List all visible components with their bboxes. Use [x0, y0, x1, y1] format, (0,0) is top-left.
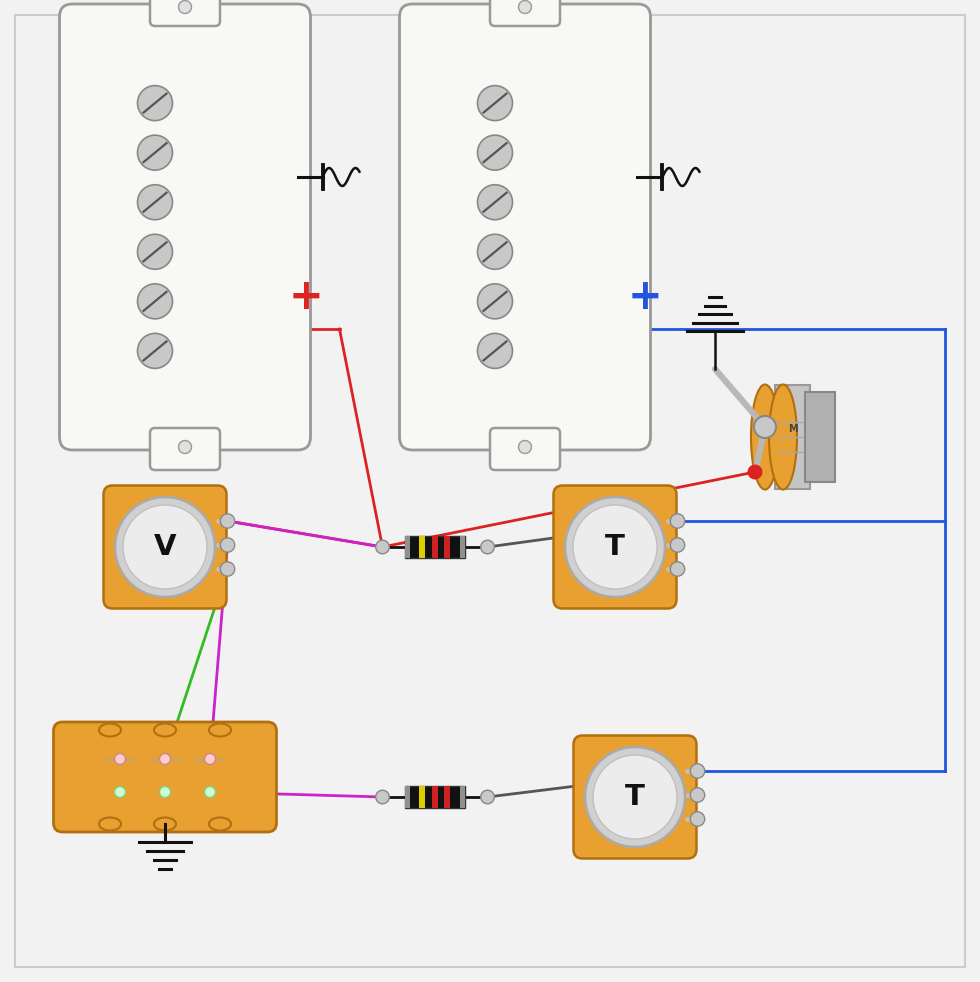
Circle shape: [123, 505, 207, 589]
Bar: [432, 536, 438, 558]
Circle shape: [137, 85, 172, 121]
Circle shape: [205, 753, 216, 765]
Circle shape: [115, 787, 125, 797]
Ellipse shape: [99, 817, 121, 831]
Circle shape: [220, 538, 234, 552]
Circle shape: [477, 136, 513, 170]
Circle shape: [518, 1, 531, 14]
Ellipse shape: [209, 817, 231, 831]
Circle shape: [690, 812, 705, 826]
Circle shape: [477, 235, 513, 269]
Bar: [432, 786, 438, 808]
Circle shape: [670, 514, 685, 528]
Circle shape: [477, 284, 513, 319]
Circle shape: [137, 284, 172, 319]
Circle shape: [481, 540, 494, 554]
Circle shape: [481, 791, 494, 804]
Ellipse shape: [751, 385, 779, 489]
Bar: [405, 536, 411, 558]
FancyBboxPatch shape: [104, 485, 226, 609]
FancyBboxPatch shape: [60, 4, 311, 450]
FancyBboxPatch shape: [490, 428, 560, 470]
Circle shape: [160, 753, 171, 765]
Bar: [418, 786, 424, 808]
Bar: [805, 392, 835, 482]
Circle shape: [748, 464, 762, 479]
Circle shape: [573, 505, 657, 589]
Ellipse shape: [769, 385, 797, 489]
Circle shape: [585, 747, 685, 847]
Circle shape: [205, 787, 216, 797]
Circle shape: [670, 562, 685, 576]
Circle shape: [115, 497, 215, 597]
Circle shape: [220, 562, 234, 576]
Circle shape: [178, 1, 191, 14]
Ellipse shape: [154, 724, 176, 736]
Text: +: +: [288, 276, 322, 318]
Bar: [460, 536, 465, 558]
FancyBboxPatch shape: [554, 485, 676, 609]
Ellipse shape: [209, 724, 231, 736]
Circle shape: [375, 791, 389, 804]
Ellipse shape: [99, 724, 121, 736]
Text: T: T: [605, 533, 625, 561]
Bar: [444, 786, 450, 808]
Bar: [405, 786, 465, 808]
Circle shape: [137, 334, 172, 368]
Text: M: M: [788, 424, 798, 434]
Circle shape: [754, 416, 776, 438]
Bar: [405, 786, 411, 808]
Circle shape: [477, 334, 513, 368]
FancyBboxPatch shape: [490, 0, 560, 26]
FancyBboxPatch shape: [400, 4, 651, 450]
Circle shape: [565, 497, 665, 597]
FancyBboxPatch shape: [54, 722, 276, 832]
Circle shape: [375, 540, 389, 554]
Bar: [775, 385, 810, 489]
Text: +: +: [628, 276, 662, 318]
Circle shape: [477, 85, 513, 121]
Circle shape: [670, 538, 685, 552]
Circle shape: [220, 514, 234, 528]
Bar: [405, 536, 465, 558]
FancyBboxPatch shape: [573, 736, 697, 858]
Circle shape: [518, 441, 531, 454]
Circle shape: [593, 755, 677, 839]
Ellipse shape: [154, 817, 176, 831]
Text: V: V: [154, 533, 176, 561]
Bar: [444, 536, 450, 558]
Bar: [460, 786, 465, 808]
Circle shape: [137, 185, 172, 220]
Bar: [418, 536, 424, 558]
Circle shape: [160, 787, 171, 797]
FancyBboxPatch shape: [150, 428, 220, 470]
Text: T: T: [625, 783, 645, 811]
Circle shape: [690, 788, 705, 802]
Circle shape: [115, 753, 125, 765]
Circle shape: [477, 185, 513, 220]
Circle shape: [690, 764, 705, 778]
Circle shape: [137, 136, 172, 170]
Circle shape: [178, 441, 191, 454]
Circle shape: [137, 235, 172, 269]
FancyBboxPatch shape: [150, 0, 220, 26]
